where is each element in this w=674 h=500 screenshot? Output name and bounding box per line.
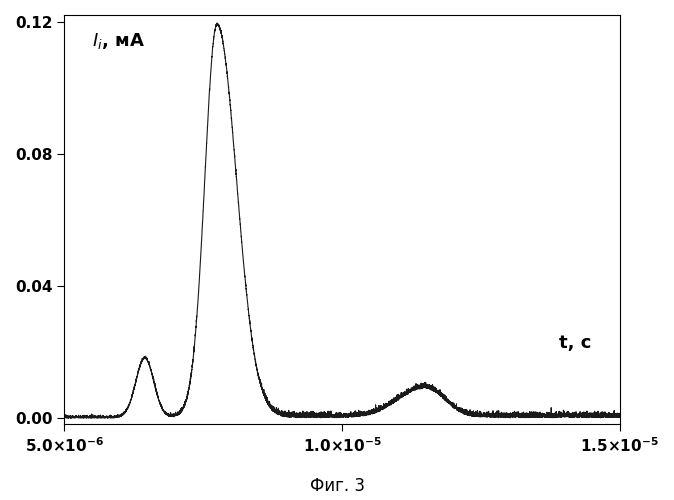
Text: t, c: t, c [559,334,592,351]
Text: Фиг. 3: Фиг. 3 [309,477,365,495]
Text: $I_i$, мА: $I_i$, мА [92,32,145,52]
